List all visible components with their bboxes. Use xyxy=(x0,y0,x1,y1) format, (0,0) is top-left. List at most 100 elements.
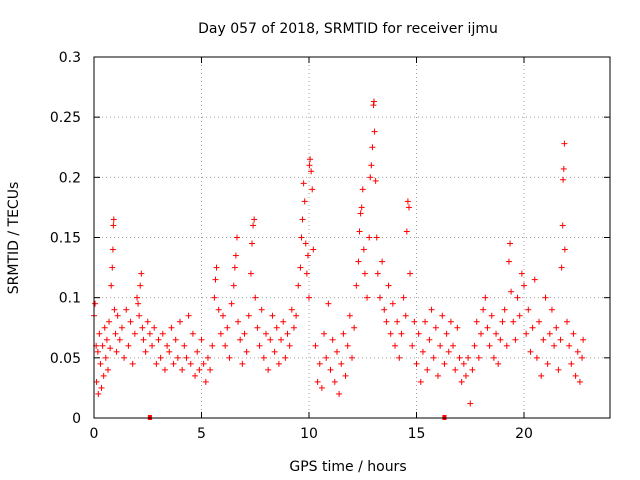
data-point xyxy=(508,288,515,295)
data-point xyxy=(109,264,116,271)
data-point xyxy=(232,252,239,259)
data-point xyxy=(551,342,558,349)
data-point xyxy=(413,360,420,367)
data-point xyxy=(542,294,549,301)
data-point xyxy=(121,354,128,361)
data-point xyxy=(252,294,259,301)
data-point xyxy=(402,312,409,319)
data-point xyxy=(488,312,495,319)
data-point xyxy=(308,168,315,175)
data-point xyxy=(478,330,484,337)
data-point xyxy=(327,366,334,373)
data-point xyxy=(561,246,568,253)
data-point xyxy=(471,342,478,349)
data-point xyxy=(231,264,238,271)
data-point xyxy=(310,246,317,253)
data-point xyxy=(441,360,448,367)
x-tick-label: 0 xyxy=(90,426,99,442)
data-point xyxy=(490,354,497,361)
y-tick-label: 0.25 xyxy=(50,110,81,126)
data-point xyxy=(256,342,263,349)
data-point xyxy=(288,306,295,313)
data-point xyxy=(207,366,214,373)
data-point xyxy=(101,324,108,331)
data-point xyxy=(284,330,291,337)
data-point xyxy=(251,216,258,223)
data-point xyxy=(499,318,506,325)
data-point xyxy=(385,282,392,289)
data-point xyxy=(118,324,125,331)
data-point xyxy=(200,360,207,367)
data-point xyxy=(560,176,567,183)
data-point xyxy=(443,330,450,337)
data-point xyxy=(153,360,160,367)
data-point xyxy=(358,204,365,211)
data-point xyxy=(204,354,211,361)
data-point xyxy=(110,216,117,223)
data-point xyxy=(367,174,374,181)
data-point xyxy=(249,240,256,247)
data-point xyxy=(447,318,454,325)
data-point xyxy=(113,348,120,355)
data-point xyxy=(187,360,194,367)
data-point xyxy=(108,282,115,289)
data-point xyxy=(233,234,240,241)
data-point xyxy=(379,258,386,265)
data-point xyxy=(220,312,226,319)
data-point xyxy=(389,300,396,307)
data-point xyxy=(344,342,351,349)
data-point xyxy=(237,336,244,343)
data-point xyxy=(564,318,570,325)
data-point xyxy=(104,366,111,373)
y-axis-label: SRMTID / TECUs xyxy=(6,182,22,295)
data-point xyxy=(558,264,565,271)
data-point xyxy=(553,324,560,331)
x-tick-label: 15 xyxy=(408,426,426,442)
data-point xyxy=(428,306,435,313)
data-point xyxy=(424,366,431,373)
data-point xyxy=(437,342,444,349)
data-point xyxy=(356,228,363,235)
data-point xyxy=(92,300,99,307)
data-point xyxy=(217,330,224,337)
data-point xyxy=(482,294,489,301)
data-point xyxy=(250,222,257,229)
data-point xyxy=(93,378,100,385)
data-point xyxy=(215,306,222,313)
data-point xyxy=(557,336,564,343)
data-point xyxy=(239,360,246,367)
data-point xyxy=(426,336,433,343)
data-point xyxy=(369,144,376,151)
data-point xyxy=(452,366,459,373)
grid xyxy=(94,57,610,418)
data-point xyxy=(361,270,368,277)
data-point xyxy=(536,318,543,325)
data-point xyxy=(460,360,467,367)
data-point xyxy=(271,348,278,355)
data-point xyxy=(235,318,242,325)
data-point xyxy=(293,312,300,319)
data-point xyxy=(538,372,545,379)
data-point xyxy=(110,222,117,229)
data-point xyxy=(570,330,577,337)
data-point xyxy=(111,306,118,313)
data-point xyxy=(245,312,252,319)
data-point xyxy=(383,318,390,325)
data-point xyxy=(114,312,121,319)
data-point xyxy=(125,342,132,349)
data-point xyxy=(185,312,192,319)
data-point xyxy=(109,246,116,253)
data-point xyxy=(316,360,323,367)
data-point xyxy=(351,324,358,331)
data-point xyxy=(525,306,532,313)
data-point xyxy=(540,336,547,343)
data-point xyxy=(398,330,405,337)
data-point xyxy=(318,384,325,391)
data-point xyxy=(100,372,107,379)
data-point xyxy=(574,348,581,355)
data-point xyxy=(411,318,418,325)
data-point xyxy=(403,228,410,235)
data-point xyxy=(142,348,149,355)
data-point xyxy=(275,360,282,367)
data-point xyxy=(174,354,181,361)
